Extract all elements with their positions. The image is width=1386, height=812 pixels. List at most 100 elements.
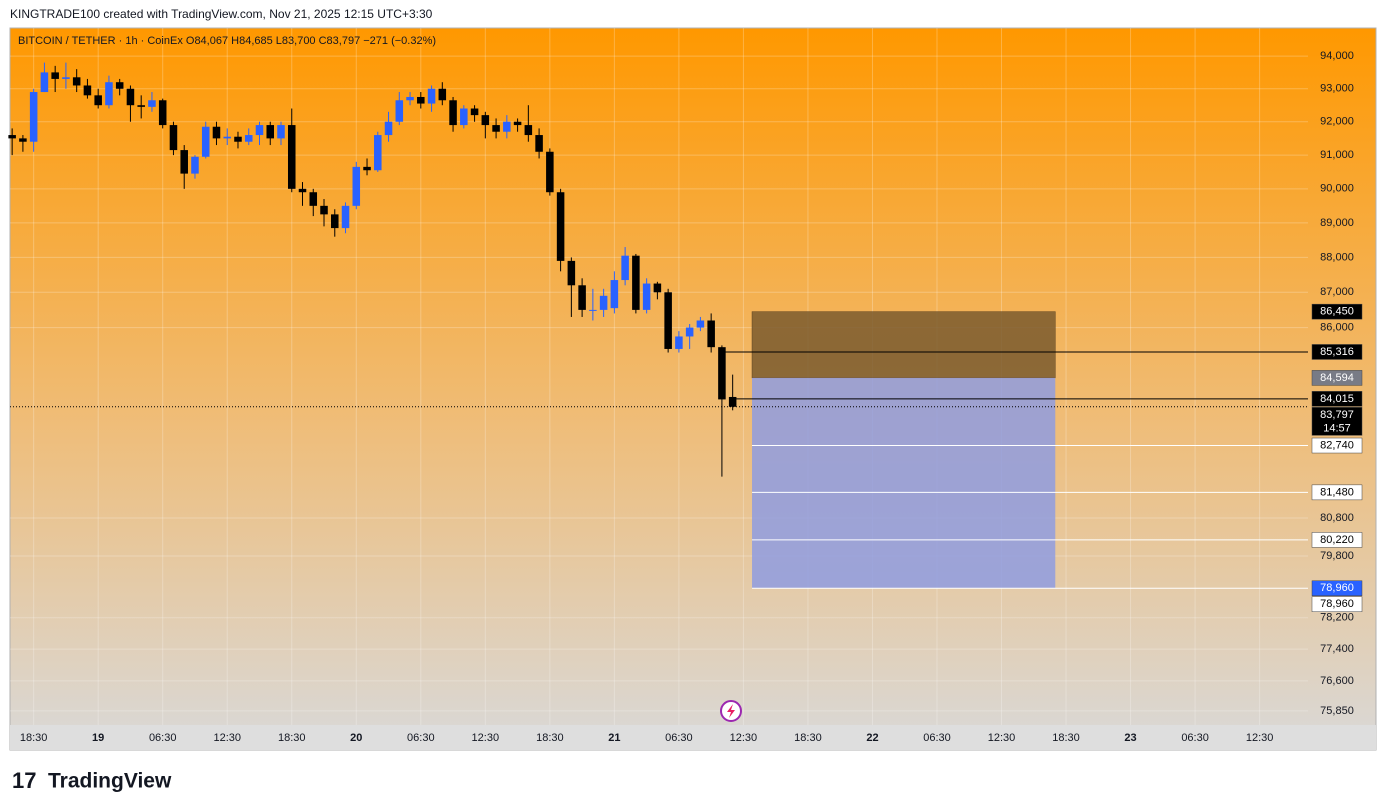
candle-body	[62, 77, 70, 79]
x-tick-label: 06:30	[665, 732, 693, 744]
x-tick-label: 06:30	[149, 732, 177, 744]
x-tick-label: 06:30	[1181, 732, 1209, 744]
price-badge	[1311, 532, 1363, 548]
price-badge	[1311, 370, 1363, 386]
candle-body	[191, 156, 199, 174]
candle-body	[470, 108, 479, 116]
candle-body	[212, 126, 221, 139]
countdown: 14:57	[1323, 422, 1351, 434]
candle-body	[137, 105, 145, 107]
candle-body	[503, 121, 511, 132]
candle-body	[395, 100, 404, 122]
candle-body	[277, 125, 285, 139]
price-badge	[1311, 407, 1363, 436]
risk-zone	[751, 311, 1056, 379]
x-tick-label: 20	[350, 732, 362, 744]
candle-body	[460, 108, 468, 126]
candle-body	[685, 327, 694, 337]
candle-body	[29, 92, 38, 142]
candle-body	[298, 188, 307, 193]
y-tick-label: 91,000	[1320, 149, 1354, 161]
price-badge	[1311, 344, 1363, 360]
candle-body	[481, 115, 490, 126]
candle-body	[589, 309, 597, 311]
candle-body	[180, 150, 188, 174]
x-tick-label: 18:30	[1052, 732, 1080, 744]
x-tick-label: 21	[608, 732, 620, 744]
chart-title: BITCOIN / TETHER · 1h · CoinEx O84,067 H…	[18, 35, 436, 47]
price-badge-label: 84,594	[1320, 372, 1354, 384]
candle-body	[513, 121, 522, 126]
x-tick-label: 19	[92, 732, 104, 744]
candle-body	[94, 95, 102, 106]
candle-body	[632, 255, 640, 310]
candle-body	[384, 121, 393, 136]
candle-body	[72, 77, 81, 86]
x-tick-label: 12:30	[213, 732, 241, 744]
y-tick-label: 79,800	[1320, 550, 1354, 562]
event-bolt	[727, 704, 735, 718]
price-badge-label: 80,220	[1320, 534, 1354, 546]
candle-body	[417, 96, 425, 104]
y-tick-label: 92,000	[1320, 116, 1354, 128]
price-badge	[1311, 580, 1363, 596]
candle-body	[610, 280, 619, 309]
candle-body	[309, 192, 318, 206]
candle-body	[352, 166, 361, 206]
candle-body	[492, 125, 500, 132]
price-badge	[1311, 484, 1363, 501]
candle-body	[449, 100, 457, 126]
y-tick-label: 75,850	[1320, 705, 1354, 717]
candle-body	[718, 347, 726, 400]
price-badge-label: 82,740	[1320, 439, 1354, 451]
candle-body	[578, 285, 586, 310]
candle-body	[158, 100, 167, 126]
candle-body	[331, 214, 339, 229]
candle-body	[8, 135, 16, 139]
x-tick-label: 06:30	[923, 732, 951, 744]
y-tick-label: 88,000	[1320, 251, 1354, 263]
candle-body	[320, 205, 328, 215]
candle-body	[556, 192, 565, 261]
candle-body	[83, 85, 92, 96]
candle-body	[707, 320, 715, 348]
candle-body	[363, 166, 371, 171]
candle-body	[642, 283, 651, 310]
candle-body	[341, 205, 350, 229]
candle-body	[287, 125, 296, 189]
y-tick-label: 76,600	[1320, 675, 1354, 687]
y-tick-label: 93,000	[1320, 83, 1354, 95]
x-tick-label: 12:30	[472, 732, 500, 744]
reward-zone	[752, 377, 1056, 589]
candle-body	[599, 295, 608, 310]
candle-body	[169, 125, 178, 151]
candle-body	[438, 88, 447, 101]
candle-body	[105, 82, 113, 106]
price-badge-label: 85,316	[1320, 346, 1354, 358]
y-tick-label: 94,000	[1320, 50, 1354, 62]
y-tick-label: 87,000	[1320, 286, 1354, 298]
candle-body	[115, 82, 124, 89]
candle-body	[255, 125, 264, 136]
price-badge-label: 86,450	[1320, 306, 1354, 318]
price-badge-label: 81,480	[1320, 486, 1354, 498]
candle-body	[406, 96, 414, 101]
candle-body	[524, 125, 533, 136]
x-tick-label: 12:30	[1246, 732, 1274, 744]
candle-body	[223, 136, 231, 139]
candle-body	[621, 255, 629, 281]
price-badge	[1311, 391, 1363, 407]
brand: TradingView	[48, 770, 172, 793]
candle-body	[266, 125, 275, 139]
candle-body	[244, 135, 253, 142]
candle-body	[675, 336, 683, 349]
x-tick-label: 06:30	[407, 732, 435, 744]
y-tick-label: 77,400	[1320, 643, 1354, 655]
time-axis	[10, 725, 1376, 750]
x-tick-label: 12:30	[730, 732, 758, 744]
x-tick-label: 18:30	[536, 732, 564, 744]
price-badge-label: 84,015	[1320, 393, 1354, 405]
price-badge-label: 78,960	[1320, 582, 1354, 594]
candle-body	[696, 320, 705, 328]
